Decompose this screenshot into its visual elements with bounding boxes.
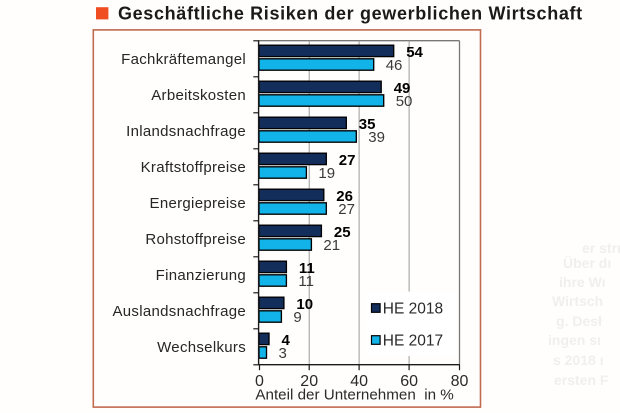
svg-text:40: 40 (350, 373, 368, 390)
svg-text:s 2018 ı: s 2018 ı (553, 352, 604, 368)
svg-text:80: 80 (451, 373, 469, 390)
svg-text:27: 27 (339, 152, 356, 169)
svg-text:25: 25 (334, 224, 351, 241)
svg-text:27: 27 (338, 201, 355, 218)
svg-text:Energiepreise: Energiepreise (150, 195, 246, 212)
svg-text:Arbeitskosten: Arbeitskosten (151, 87, 246, 104)
svg-text:er strı: er strı (582, 240, 620, 256)
svg-text:Wechselkurs: Wechselkurs (157, 339, 246, 356)
svg-text:Über dı: Über dı (563, 255, 611, 271)
svg-text:Anteil der Unternehmen in %: Anteil der Unternehmen in % (255, 387, 453, 404)
svg-text:11: 11 (299, 260, 315, 277)
svg-text:Wirtsch: Wirtsch (552, 293, 603, 309)
svg-text:46: 46 (386, 57, 403, 74)
svg-text:Geschäftliche Risiken der gewe: Geschäftliche Risiken der gewerblichen W… (118, 4, 583, 24)
svg-text:Inlandsnachfrage: Inlandsnachfrage (126, 123, 246, 140)
svg-text:Auslandsnachfrage: Auslandsnachfrage (112, 303, 246, 320)
svg-text:Finanzierung: Finanzierung (156, 267, 246, 284)
svg-text:4: 4 (282, 332, 291, 349)
svg-text:HE 2018: HE 2018 (383, 300, 443, 317)
svg-text:Fachkräftemangel: Fachkräftemangel (121, 51, 246, 68)
svg-text:26: 26 (336, 188, 353, 205)
svg-text:10: 10 (296, 296, 313, 313)
svg-text:60: 60 (400, 373, 418, 390)
svg-text:49: 49 (394, 80, 411, 97)
svg-text:11: 11 (298, 273, 314, 290)
svg-text:0: 0 (255, 373, 264, 390)
svg-text:35: 35 (359, 116, 376, 133)
svg-text:g. Desł: g. Desł (556, 313, 602, 329)
svg-text:9: 9 (293, 309, 301, 326)
svg-text:3: 3 (279, 345, 287, 362)
svg-text:Kraftstoffpreise: Kraftstoffpreise (141, 159, 246, 176)
svg-text:50: 50 (396, 93, 413, 110)
svg-text:54: 54 (406, 44, 423, 61)
svg-text:ersten F: ersten F (554, 372, 609, 388)
svg-text:20: 20 (300, 373, 318, 390)
svg-text:19: 19 (318, 165, 335, 182)
svg-text:Rohstoffpreise: Rohstoffpreise (145, 231, 246, 248)
svg-text:ihre Wı: ihre Wı (559, 274, 606, 290)
svg-text:ingen sı: ingen sı (548, 332, 601, 348)
svg-text:21: 21 (323, 237, 340, 254)
svg-text:39: 39 (368, 129, 385, 146)
svg-text:HE 2017: HE 2017 (383, 332, 443, 349)
